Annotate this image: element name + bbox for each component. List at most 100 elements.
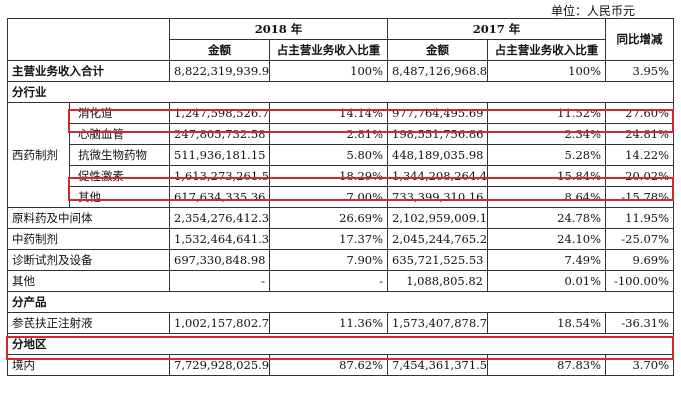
cell-pct2018: 14.14%	[268, 102, 389, 124]
cell-yoy: 27.60%	[605, 102, 675, 124]
revenue-table: 2018 年 2017 年 同比增减 金额 占主营业务收入比重 金额 占主营业务…	[6, 18, 675, 376]
header-year-2017: 2017 年	[387, 18, 607, 40]
section-row: 分产品	[6, 291, 675, 313]
cell-pct2017: 15.84%	[487, 165, 607, 187]
cell-pct2018: 18.29%	[268, 165, 389, 187]
row-label: 原料药及中间体	[7, 207, 170, 229]
table-row: 其他 617,634,335.36 7.00% 733,399,310.16 8…	[8, 186, 675, 208]
cell-yoy: -36.31%	[605, 312, 675, 334]
cell-amt2018: 8,822,319,939.95	[169, 60, 270, 82]
cell-amt2017: 2,102,959,009.12	[387, 207, 489, 229]
cell-yoy: 11.95%	[605, 207, 675, 229]
table-row: 参芪扶正注射液 1,002,157,802.73 11.36% 1,573,40…	[7, 312, 675, 334]
table-row: 中药制剂 1,532,464,641.30 17.37% 2,045,244,7…	[7, 228, 675, 250]
table-row: 诊断试剂及设备 697,330,848.98 7.90% 635,721,525…	[7, 249, 675, 271]
cell-amt2017: 1,088,805.82	[387, 270, 489, 292]
cell-amt2018: 2,354,276,412.34	[169, 207, 270, 229]
header-ratio-2017: 占主营业务收入比重	[487, 39, 607, 61]
section-row: 分行业	[6, 81, 675, 103]
cell-yoy: 3.95%	[605, 60, 675, 82]
section-industry: 分行业	[6, 81, 675, 103]
cell-amt2018: 1,532,464,641.30	[169, 228, 270, 250]
cell-amt2017: 198,551,756.86	[387, 123, 489, 145]
row-label: 心脑血管	[69, 123, 170, 145]
cell-amt2018: 7,729,928,025.92	[169, 354, 270, 376]
total-row: 主营业务收入合计 8,822,319,939.95 100% 8,487,126…	[7, 60, 675, 82]
group-label-western: 西药制剂	[7, 102, 70, 208]
table-row: 抗微生物药物 511,936,181.15 5.80% 448,189,035.…	[8, 144, 675, 166]
section-product: 分产品	[6, 291, 675, 313]
cell-pct2017: 0.01%	[487, 270, 607, 292]
row-label: 其他	[69, 186, 170, 208]
cell-amt2018: 1,002,157,802.73	[169, 312, 270, 334]
cell-pct2018: 11.36%	[268, 312, 389, 334]
row-label: 抗微生物药物	[69, 144, 170, 166]
row-label: 参芪扶正注射液	[7, 312, 170, 334]
cell-pct2018: 100%	[268, 60, 389, 82]
table-row: 境内 7,729,928,025.92 87.62% 7,454,361,371…	[7, 354, 675, 376]
row-label: 其他	[7, 270, 170, 292]
cell-yoy: -25.07%	[605, 228, 675, 250]
cell-yoy: 20.02%	[605, 165, 675, 187]
cell-yoy: 3.70%	[605, 354, 675, 376]
cell-yoy: 14.22%	[605, 144, 675, 166]
cell-pct2017: 24.78%	[487, 207, 607, 229]
cell-amt2018: 1,613,273,261.50	[169, 165, 270, 187]
row-label: 中药制剂	[7, 228, 170, 250]
cell-pct2017: 5.28%	[487, 144, 607, 166]
section-row: 分地区	[6, 333, 675, 355]
cell-pct2017: 8.64%	[487, 186, 607, 208]
cell-pct2017: 2.34%	[487, 123, 607, 145]
header-ratio-2018: 占主营业务收入比重	[268, 39, 389, 61]
table-row: 促性激素 1,613,273,261.50 18.29% 1,344,208,2…	[8, 165, 675, 187]
row-label: 促性激素	[69, 165, 170, 187]
cell-pct2017: 100%	[487, 60, 607, 82]
table-row: 心脑血管 247,805,732.58 2.81% 198,551,756.86…	[8, 123, 675, 145]
cell-amt2018: 697,330,848.98	[169, 249, 270, 271]
header-amount-2018: 金额	[169, 39, 270, 61]
cell-amt2018: 617,634,335.36	[169, 186, 270, 208]
cell-pct2017: 87.83%	[487, 354, 607, 376]
cell-pct2018: 7.00%	[268, 186, 389, 208]
cell-yoy: 9.69%	[605, 249, 675, 271]
row-label: 境内	[7, 354, 170, 376]
cell-yoy: -15.78%	[605, 186, 675, 208]
cell-amt2017: 8,487,126,968.80	[387, 60, 489, 82]
cell-yoy: 24.81%	[605, 123, 675, 145]
cell-amt2017: 2,045,244,765.20	[387, 228, 489, 250]
section-region: 分地区	[6, 333, 675, 355]
header-year-2018: 2018 年	[168, 18, 389, 40]
cell-yoy: -100.00%	[605, 270, 675, 292]
header-row-years: 2018 年 2017 年 同比增减	[7, 18, 675, 61]
cell-amt2018: 247,805,732.58	[169, 123, 270, 145]
cell-amt2017: 977,764,495.69	[387, 102, 489, 124]
cell-amt2018: -	[169, 270, 270, 292]
cell-amt2017: 448,189,035.98	[387, 144, 489, 166]
table-row: 原料药及中间体 2,354,276,412.34 26.69% 2,102,95…	[7, 207, 675, 229]
cell-pct2018: 26.69%	[268, 207, 389, 229]
cell-pct2018: 7.90%	[268, 249, 389, 271]
cell-amt2017: 733,399,310.16	[387, 186, 489, 208]
cell-pct2018: -	[268, 270, 389, 292]
cell-pct2017: 11.52%	[487, 102, 607, 124]
cell-amt2017: 7,454,361,371.53	[387, 354, 489, 376]
header-blank	[7, 18, 170, 61]
cell-pct2017: 24.10%	[487, 228, 607, 250]
cell-amt2017: 635,721,525.53	[387, 249, 489, 271]
unit-label: 单位：人民币元	[550, 4, 635, 18]
cell-amt2017: 1,344,208,264.44	[387, 165, 489, 187]
cell-amt2017: 1,573,407,878.77	[387, 312, 489, 334]
row-label: 消化道	[69, 102, 170, 124]
cell-pct2018: 5.80%	[268, 144, 389, 166]
row-label: 主营业务收入合计	[7, 60, 170, 82]
cell-pct2018: 87.62%	[268, 354, 389, 376]
cell-amt2018: 1,247,598,526.74	[169, 102, 270, 124]
row-label: 诊断试剂及设备	[7, 249, 170, 271]
cell-pct2017: 18.54%	[487, 312, 607, 334]
cell-pct2018: 17.37%	[268, 228, 389, 250]
cell-amt2018: 511,936,181.15	[169, 144, 270, 166]
table-row: 西药制剂 消化道 1,247,598,526.74 14.14% 977,764…	[7, 102, 675, 208]
cell-pct2018: 2.81%	[268, 123, 389, 145]
cell-pct2017: 7.49%	[487, 249, 607, 271]
header-yoy: 同比增减	[605, 18, 675, 61]
